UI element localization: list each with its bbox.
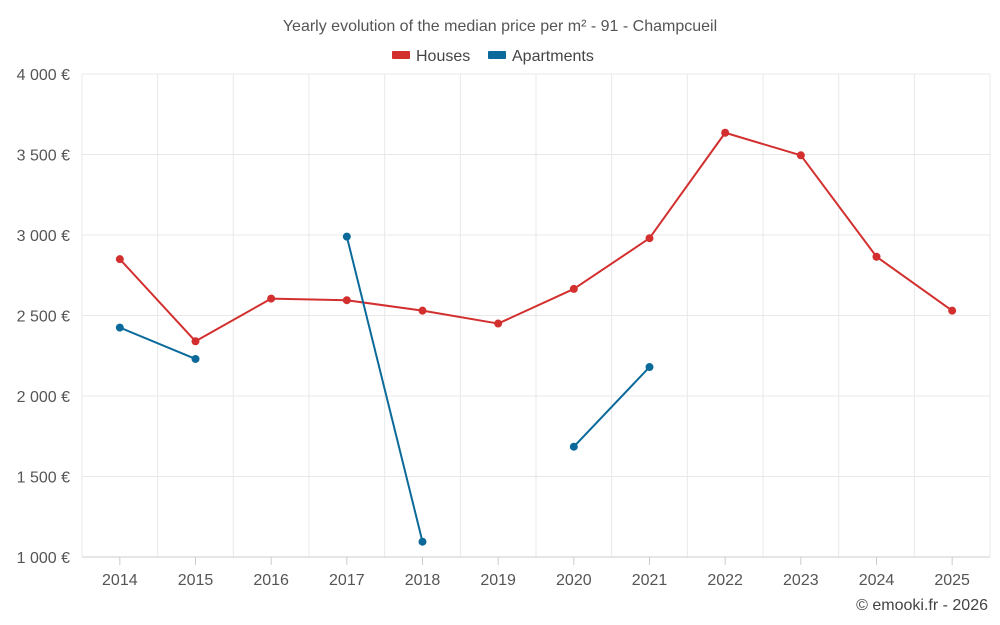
series-line-apartments [119,326,196,360]
series-houses [115,128,957,346]
data-point-houses[interactable] [796,151,805,160]
x-tick-label: 2018 [405,572,441,589]
credit-text: © emooki.fr - 2026 [856,597,988,614]
data-point-houses[interactable] [872,252,881,261]
y-axis: 1 000 € 1 500 € 2 000 € 2 500 € 3 000 € 3 500… [17,67,70,567]
chart-title: Yearly evolution of the median price per… [283,18,717,35]
x-tick-label: 2017 [329,572,365,589]
data-point-apartments[interactable] [645,363,654,372]
data-point-houses[interactable] [948,306,957,315]
data-point-apartments[interactable] [191,354,200,363]
data-point-apartments[interactable] [569,442,578,451]
x-tick-label: 2014 [102,572,138,589]
data-point-houses[interactable] [267,294,276,303]
legend-label-apartments: Apartments [512,48,594,65]
legend: Houses Apartments [392,48,594,65]
legend-label-houses: Houses [416,48,470,65]
x-tick-label: 2023 [783,572,819,589]
series-line-houses [119,131,953,343]
legend-swatch-houses [392,51,410,59]
grid [81,73,991,558]
x-tick-label: 2025 [934,572,970,589]
data-point-houses[interactable] [191,337,200,346]
legend-item-houses[interactable]: Houses [392,48,470,65]
y-tick-label: 3 500 € [17,148,70,165]
y-tick-label: 4 000 € [17,67,70,84]
data-point-houses[interactable] [342,296,351,305]
legend-item-apartments[interactable]: Apartments [488,48,594,65]
data-point-houses[interactable] [645,234,654,243]
y-tick-label: 2 500 € [17,309,70,326]
series-apartments [115,232,654,546]
data-point-houses[interactable] [569,284,578,293]
series-group [115,128,957,546]
x-tick-label: 2022 [707,572,743,589]
x-tick-label: 2021 [632,572,668,589]
data-point-apartments[interactable] [342,232,351,241]
x-axis: 2014 2015 2016 2017 2018 2019 2020 2021 2022 2023… [102,557,970,589]
x-tick-label: 2020 [556,572,592,589]
data-point-houses[interactable] [721,128,730,137]
data-point-apartments[interactable] [418,537,427,546]
x-tick-label: 2015 [178,572,214,589]
data-point-houses[interactable] [494,319,503,328]
x-tick-label: 2016 [253,572,289,589]
y-tick-label: 1 500 € [17,470,70,487]
x-tick-label: 2024 [859,572,895,589]
y-tick-label: 1 000 € [17,550,70,567]
data-point-houses[interactable] [418,306,427,315]
y-tick-label: 3 000 € [17,228,70,245]
series-line-apartments [573,366,651,448]
legend-swatch-apartments [488,51,506,59]
y-tick-label: 2 000 € [17,389,70,406]
data-point-houses[interactable] [115,255,124,264]
series-line-apartments [345,236,424,542]
data-point-apartments[interactable] [115,323,124,332]
x-tick-label: 2019 [480,572,516,589]
